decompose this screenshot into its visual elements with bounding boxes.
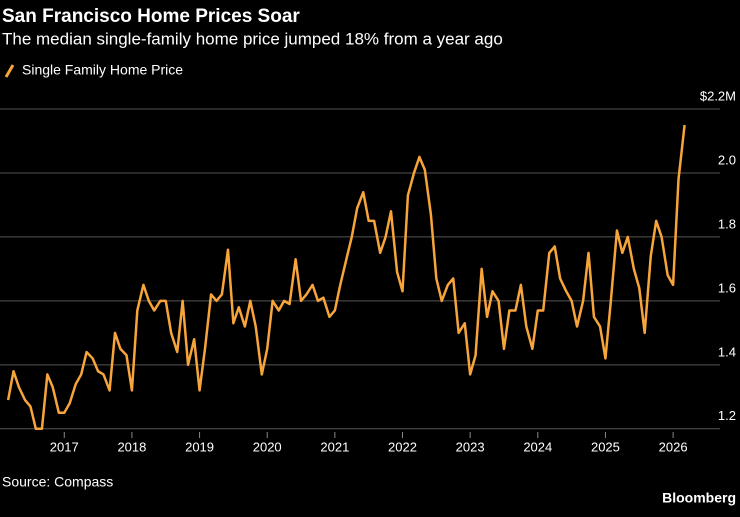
x-tick-label: 2023 [456,439,485,454]
line-series [6,124,686,431]
x-tick-label: 2021 [320,439,349,454]
source: Source: Compass [2,474,113,490]
x-tick-label: 2022 [388,439,417,454]
legend-swatch [4,64,15,78]
y-tick-label: 2.0 [718,152,736,167]
chart-subtitle: The median single-family home price jump… [2,29,503,48]
x-tick-label: 2024 [523,439,552,454]
y-tick-label: 1.2 [718,408,736,423]
y-tick-label: $2.2M [700,88,736,103]
x-tick-label: 2018 [117,439,146,454]
x-tick-label: 2025 [591,439,620,454]
y-tick-label: 1.8 [718,216,736,231]
y-tick-label: 1.6 [718,280,736,295]
x-tick-label: 2017 [50,439,79,454]
x-tick-label: 2019 [185,439,214,454]
chart-title: San Francisco Home Prices Soar [2,6,300,27]
legend-label: Single Family Home Price [22,62,183,78]
brand: Bloomberg [662,490,736,506]
y-tick-label: 1.4 [718,344,736,359]
x-tick-label: 2026 [659,439,688,454]
x-tick-label: 2020 [253,439,282,454]
